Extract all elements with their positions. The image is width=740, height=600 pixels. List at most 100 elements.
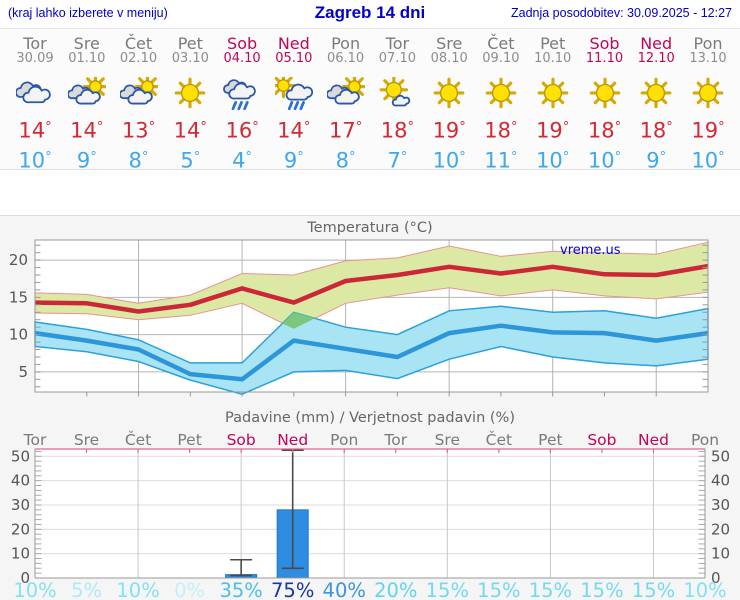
precip-day-label: Sob xyxy=(227,431,256,449)
temp-y-label: 20 xyxy=(9,251,28,269)
high-temp: 18° xyxy=(484,118,518,143)
precip-day-label: Sre xyxy=(74,431,99,449)
precip-y-label-right: 10 xyxy=(711,545,730,563)
low-temp: 8° xyxy=(128,148,149,172)
temp-chart-title: Temperatura (°C) xyxy=(306,220,432,236)
low-temp: 8° xyxy=(335,148,356,172)
last-update: Zadnja posodobitev: 30.09.2025 - 12:27 xyxy=(510,6,732,20)
day-column[interactable]: Sre 01.10 14° 9° xyxy=(59,29,115,171)
weather-icon-sunny xyxy=(628,77,684,114)
precip-y-label-right: 20 xyxy=(711,520,730,538)
band-overlap-patch xyxy=(282,312,316,329)
precip-probability-label: 20% xyxy=(374,579,417,600)
precip-y-label-left: 30 xyxy=(11,496,30,514)
low-temp: 7° xyxy=(387,148,408,172)
page-title: Zagreb 14 dni xyxy=(314,3,426,22)
day-name: Sob xyxy=(227,34,258,53)
high-temp: 14° xyxy=(18,118,52,143)
weather-icon-sun-cloud xyxy=(318,77,374,114)
precip-day-label: Pon xyxy=(691,431,719,449)
precip-probability-label: 0% xyxy=(174,579,205,600)
watermark: vreme.us xyxy=(560,243,621,258)
precip-day-label: Tor xyxy=(23,431,47,449)
low-temp: 5° xyxy=(180,148,201,172)
day-date: 12.10 xyxy=(637,51,675,66)
weather-icon-rain xyxy=(214,77,270,114)
high-temp: 14° xyxy=(277,118,311,143)
precip-y-label-right: 0 xyxy=(711,569,721,587)
high-temp: 18° xyxy=(587,118,622,143)
precip-plot-area xyxy=(35,449,705,578)
weather-icon-sun-rain xyxy=(266,77,322,114)
weather-icon-cloudy xyxy=(7,77,63,114)
day-date: 13.10 xyxy=(689,51,727,66)
low-temp: 4° xyxy=(232,148,253,172)
temp-y-label: 15 xyxy=(9,288,28,306)
precip-y-label-right: 40 xyxy=(711,472,730,490)
precip-probability-label: 75% xyxy=(271,579,314,600)
precip-day-label: Sre xyxy=(435,431,460,449)
precip-day-label: Ned xyxy=(638,431,669,449)
day-column[interactable]: Tor 07.10 18° 7° xyxy=(369,29,425,171)
day-column[interactable]: Sre 08.10 19° 10° xyxy=(421,29,477,171)
day-name: Ned xyxy=(277,34,310,53)
location-menu-hint: (kraj lahko izberete v meniju) xyxy=(8,6,168,20)
low-temp: 9° xyxy=(283,148,304,172)
day-date: 02.10 xyxy=(119,51,158,66)
high-temp: 19° xyxy=(536,118,570,143)
day-column[interactable]: Pet 10.10 19° 10° xyxy=(525,29,581,171)
day-name: Sob xyxy=(589,34,620,53)
day-column[interactable]: Čet 09.10 18° 11° xyxy=(473,29,529,171)
charts-panel: Temperatura (°C) 5 10 15 20 vreme.us Padavine … xyxy=(0,215,740,600)
low-temp: 11° xyxy=(484,148,518,172)
precip-chart-title: Padavine (mm) / Verjetnost padavin (%) xyxy=(225,410,515,426)
day-name: Sre xyxy=(73,34,100,53)
day-name: Tor xyxy=(23,34,47,53)
low-temp: 10° xyxy=(18,148,52,172)
precip-probability-label: 5% xyxy=(71,579,102,600)
day-date: 08.10 xyxy=(430,51,468,66)
high-temp: 19° xyxy=(432,118,466,143)
high-temp: 14° xyxy=(173,118,207,143)
precip-probability-label: 15% xyxy=(529,579,572,600)
precip-y-label-right: 30 xyxy=(711,496,730,514)
day-name: Pet xyxy=(540,34,566,53)
high-temp: 16° xyxy=(225,118,259,143)
day-name: Čet xyxy=(487,34,515,53)
day-column[interactable]: Ned 12.10 18° 9° xyxy=(628,29,684,171)
precip-probability-label: 15% xyxy=(580,579,623,600)
temp-y-label: 5 xyxy=(18,363,28,381)
precip-probability-label: 10% xyxy=(13,579,56,600)
high-temp: 17° xyxy=(328,118,363,143)
day-date: 09.10 xyxy=(482,51,520,66)
day-column[interactable]: Pon 13.10 19° 10° xyxy=(680,29,736,171)
precip-probability-label: 10% xyxy=(116,579,159,600)
high-temp: 18° xyxy=(639,118,673,143)
high-temp: 18° xyxy=(380,118,415,143)
precip-probability-label: 15% xyxy=(632,579,675,600)
precip-probability-label: 35% xyxy=(219,579,262,600)
precip-day-label: Sob xyxy=(587,431,616,449)
day-column[interactable]: Ned 05.10 14° 9° xyxy=(266,29,322,171)
day-column[interactable]: Sob 04.10 16° 4° xyxy=(214,29,270,171)
day-column[interactable]: Pet 03.10 14° 5° xyxy=(162,29,218,171)
precip-day-label: Pet xyxy=(177,431,201,449)
day-name: Ned xyxy=(640,34,673,53)
weather-icon-sunny xyxy=(421,77,477,114)
precip-day-label: Čet xyxy=(125,430,151,449)
weather-icon-sun-cloud xyxy=(111,77,167,114)
low-temp: 9° xyxy=(76,148,97,172)
day-column[interactable]: Tor 30.09 14° 10° xyxy=(7,29,63,171)
charts-svg: Temperatura (°C) 5 10 15 20 vreme.us Padavine … xyxy=(9,220,730,600)
precip-y-label-left: 50 xyxy=(11,447,30,465)
day-column[interactable]: Čet 02.10 13° 8° xyxy=(111,29,167,171)
day-date: 07.10 xyxy=(378,51,416,66)
day-date: 03.10 xyxy=(171,51,209,66)
precip-day-label: Ned xyxy=(277,431,308,449)
day-column[interactable]: Sob 11.10 18° 10° xyxy=(577,29,633,171)
day-column[interactable]: Pon 06.10 17° 8° xyxy=(318,29,374,171)
precip-day-label: Pon xyxy=(330,431,358,449)
weather-icon-sunny xyxy=(525,77,581,114)
low-temp: 9° xyxy=(646,148,667,172)
